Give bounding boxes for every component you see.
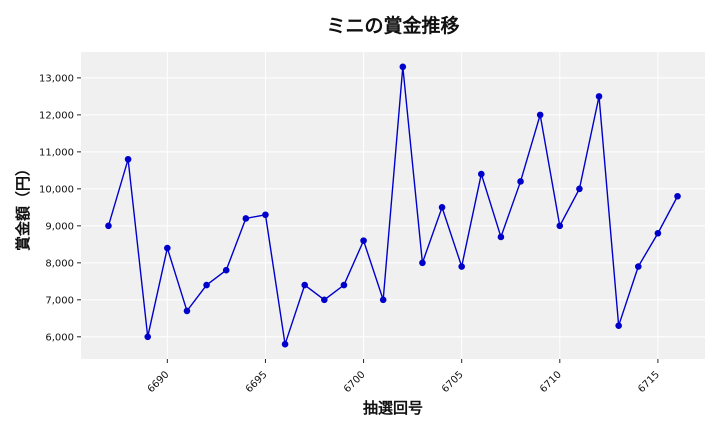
data-point xyxy=(164,244,171,252)
y-tick-label: 7,000 xyxy=(45,295,74,306)
x-axis: 6690 6695 6700 6705 6710 6715 xyxy=(146,359,662,395)
y-tick-label: 13,000 xyxy=(39,73,74,84)
y-tick-label: 9,000 xyxy=(45,221,74,232)
chart-title: ミニの賞金推移 xyxy=(326,14,459,37)
data-point xyxy=(654,229,662,237)
data-point xyxy=(576,185,583,193)
x-tick-label: 6700 xyxy=(342,369,368,395)
y-axis: 6,000 7,000 8,000 9,000 10,000 11,000 12,000 13… xyxy=(39,73,81,343)
data-point xyxy=(144,333,152,341)
x-tick-label: 6710 xyxy=(538,369,564,395)
data-point xyxy=(203,281,210,289)
data-point xyxy=(242,215,250,222)
data-point xyxy=(419,259,426,267)
data-point xyxy=(478,170,485,178)
data-point xyxy=(281,340,289,348)
data-point xyxy=(124,155,132,163)
y-tick-label: 8,000 xyxy=(45,258,74,269)
x-tick-label: 6705 xyxy=(440,369,466,395)
series-layer xyxy=(105,63,681,348)
data-point xyxy=(615,322,622,330)
data-point xyxy=(321,296,328,304)
y-tick-label: 6,000 xyxy=(45,332,74,343)
data-point xyxy=(556,222,564,230)
y-tick-label: 10,000 xyxy=(39,184,74,195)
data-point xyxy=(105,222,112,230)
data-point xyxy=(674,192,681,200)
data-point xyxy=(262,211,269,219)
x-tick-label: 6690 xyxy=(146,369,172,395)
data-point xyxy=(340,281,348,289)
data-point xyxy=(536,111,544,119)
data-point xyxy=(360,237,367,244)
data-point xyxy=(301,281,308,289)
data-point xyxy=(222,266,230,274)
data-point xyxy=(517,178,524,185)
series-line xyxy=(107,66,679,345)
data-point xyxy=(399,63,407,71)
plot-area xyxy=(81,52,705,359)
y-axis-label: 賞金額（円） xyxy=(14,161,32,251)
data-point xyxy=(438,204,446,211)
data-point xyxy=(497,233,505,241)
data-point xyxy=(183,307,191,315)
x-tick-label: 6695 xyxy=(244,369,270,395)
y-tick-label: 12,000 xyxy=(39,110,74,121)
data-point xyxy=(458,263,465,270)
x-axis-label: 抽選回号 xyxy=(363,399,423,417)
data-point xyxy=(595,93,603,100)
data-point xyxy=(379,296,387,304)
data-point xyxy=(634,263,642,270)
x-tick-label: 6715 xyxy=(636,369,662,395)
y-tick-label: 11,000 xyxy=(39,147,74,158)
